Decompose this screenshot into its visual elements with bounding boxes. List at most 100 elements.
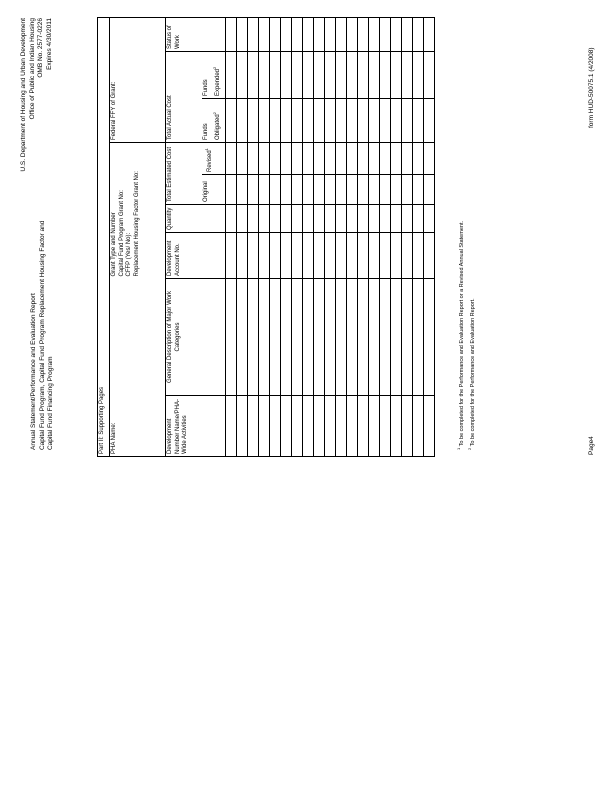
table-cell <box>225 51 237 99</box>
table-cell <box>346 232 358 279</box>
form-title-line: Capital Fund Program, Capital Fund Progr… <box>38 220 46 450</box>
table-cell <box>324 232 336 279</box>
table-cell <box>346 51 358 99</box>
table-cell <box>302 51 314 99</box>
table-cell <box>280 278 292 396</box>
table-cell <box>236 142 248 175</box>
table-cell <box>390 278 402 396</box>
agency-block: U.S. Department of Housing and Urban Dev… <box>20 18 54 172</box>
table-cell <box>412 278 424 396</box>
table-cell <box>225 395 237 457</box>
table-cell <box>269 51 281 99</box>
table-cell <box>313 51 325 99</box>
table-cell <box>225 278 237 396</box>
table-row <box>236 17 248 457</box>
table-cell <box>390 174 402 205</box>
table-cell <box>225 174 237 205</box>
table-cell <box>357 142 369 175</box>
table-row <box>401 17 413 457</box>
table-cell <box>390 98 402 143</box>
table-cell <box>247 395 259 457</box>
table-cell <box>269 278 281 396</box>
table-cell <box>423 395 435 457</box>
col-general-description: General Description of Major Work Catego… <box>165 278 226 396</box>
col-total-estimated: Total Estimated Cost <box>165 142 202 205</box>
omb-number: OMB No. 2577-0226 <box>37 18 44 78</box>
table-cell <box>236 51 248 99</box>
table-row <box>302 17 314 457</box>
table-cell <box>335 51 347 99</box>
table-cell <box>379 232 391 279</box>
table-cell <box>324 51 336 99</box>
expiration-date: Expires 4/30/2011 <box>45 18 53 70</box>
col-dev-number: Development Number Name/PHA-Wide Activit… <box>165 395 226 457</box>
table-cell <box>390 17 402 52</box>
page-number: Page4 <box>588 436 595 455</box>
table-cell <box>412 232 424 279</box>
table-row <box>368 17 380 457</box>
table-cell <box>291 174 303 205</box>
table-cell <box>247 98 259 143</box>
table-cell <box>324 142 336 175</box>
table-cell <box>335 395 347 457</box>
table-cell <box>247 174 259 205</box>
table-cell <box>357 278 369 396</box>
table-cell <box>236 174 248 205</box>
table-cell <box>269 174 281 205</box>
table-cell <box>236 17 248 52</box>
table-row <box>379 17 391 457</box>
table-cell <box>423 98 435 143</box>
footnote-text: To be completed for the Performance and … <box>458 221 465 447</box>
table-cell <box>401 174 413 205</box>
table-cell <box>291 98 303 143</box>
table-cell <box>280 204 292 233</box>
funds-expended-label: Funds Expended <box>203 68 221 96</box>
table-cell <box>379 142 391 175</box>
form-title-line: Annual Statement/Performance and Evaluat… <box>30 293 37 450</box>
table-row <box>269 17 281 457</box>
table-cell <box>313 204 325 233</box>
supporting-pages-table: Part II: Supporting Pages PHA Name: Gran… <box>97 17 435 457</box>
table-cell <box>258 98 270 143</box>
table-cell <box>357 232 369 279</box>
table-cell <box>357 174 369 205</box>
table-cell <box>335 278 347 396</box>
table-cell <box>335 142 347 175</box>
original-label: Original <box>203 181 209 202</box>
table-cell <box>258 142 270 175</box>
footnote: 1 To be completed for the Performance an… <box>455 221 466 450</box>
col-funds-obligated: Funds Obligated2 <box>202 98 226 143</box>
table-cell <box>302 395 314 457</box>
form-title-line: Capital Fund Financing Program <box>47 356 54 450</box>
table-cell <box>346 395 358 457</box>
table-cell <box>236 278 248 396</box>
table-cell <box>280 395 292 457</box>
table-cell <box>269 232 281 279</box>
table-cell <box>258 51 270 99</box>
table-cell <box>324 204 336 233</box>
table-cell <box>247 232 259 279</box>
table-row <box>280 17 292 457</box>
rhf-grant-no-label: Replacement Housing Factor Grant No: <box>133 171 140 277</box>
footnote-text: To be completed for the Performance and … <box>469 298 476 447</box>
table-cell <box>313 98 325 143</box>
table-cell <box>302 142 314 175</box>
table-row <box>346 17 358 457</box>
table-cell <box>313 232 325 279</box>
col-dev-account: Development Account No. <box>165 232 226 279</box>
table-cell <box>412 51 424 99</box>
table-cell <box>313 142 325 175</box>
form-id: form HUD-50075.1 (4/2008) <box>588 47 595 128</box>
table-cell <box>258 174 270 205</box>
table-cell <box>313 17 325 52</box>
footnotes: 1 To be completed for the Performance an… <box>455 221 477 450</box>
table-cell <box>335 232 347 279</box>
table-cell <box>357 17 369 52</box>
table-cell <box>302 232 314 279</box>
table-cell <box>225 204 237 233</box>
table-cell <box>412 98 424 143</box>
table-cell <box>357 395 369 457</box>
table-cell <box>423 204 435 233</box>
table-cell <box>401 98 413 143</box>
footnote-mark: 1 <box>204 148 209 151</box>
